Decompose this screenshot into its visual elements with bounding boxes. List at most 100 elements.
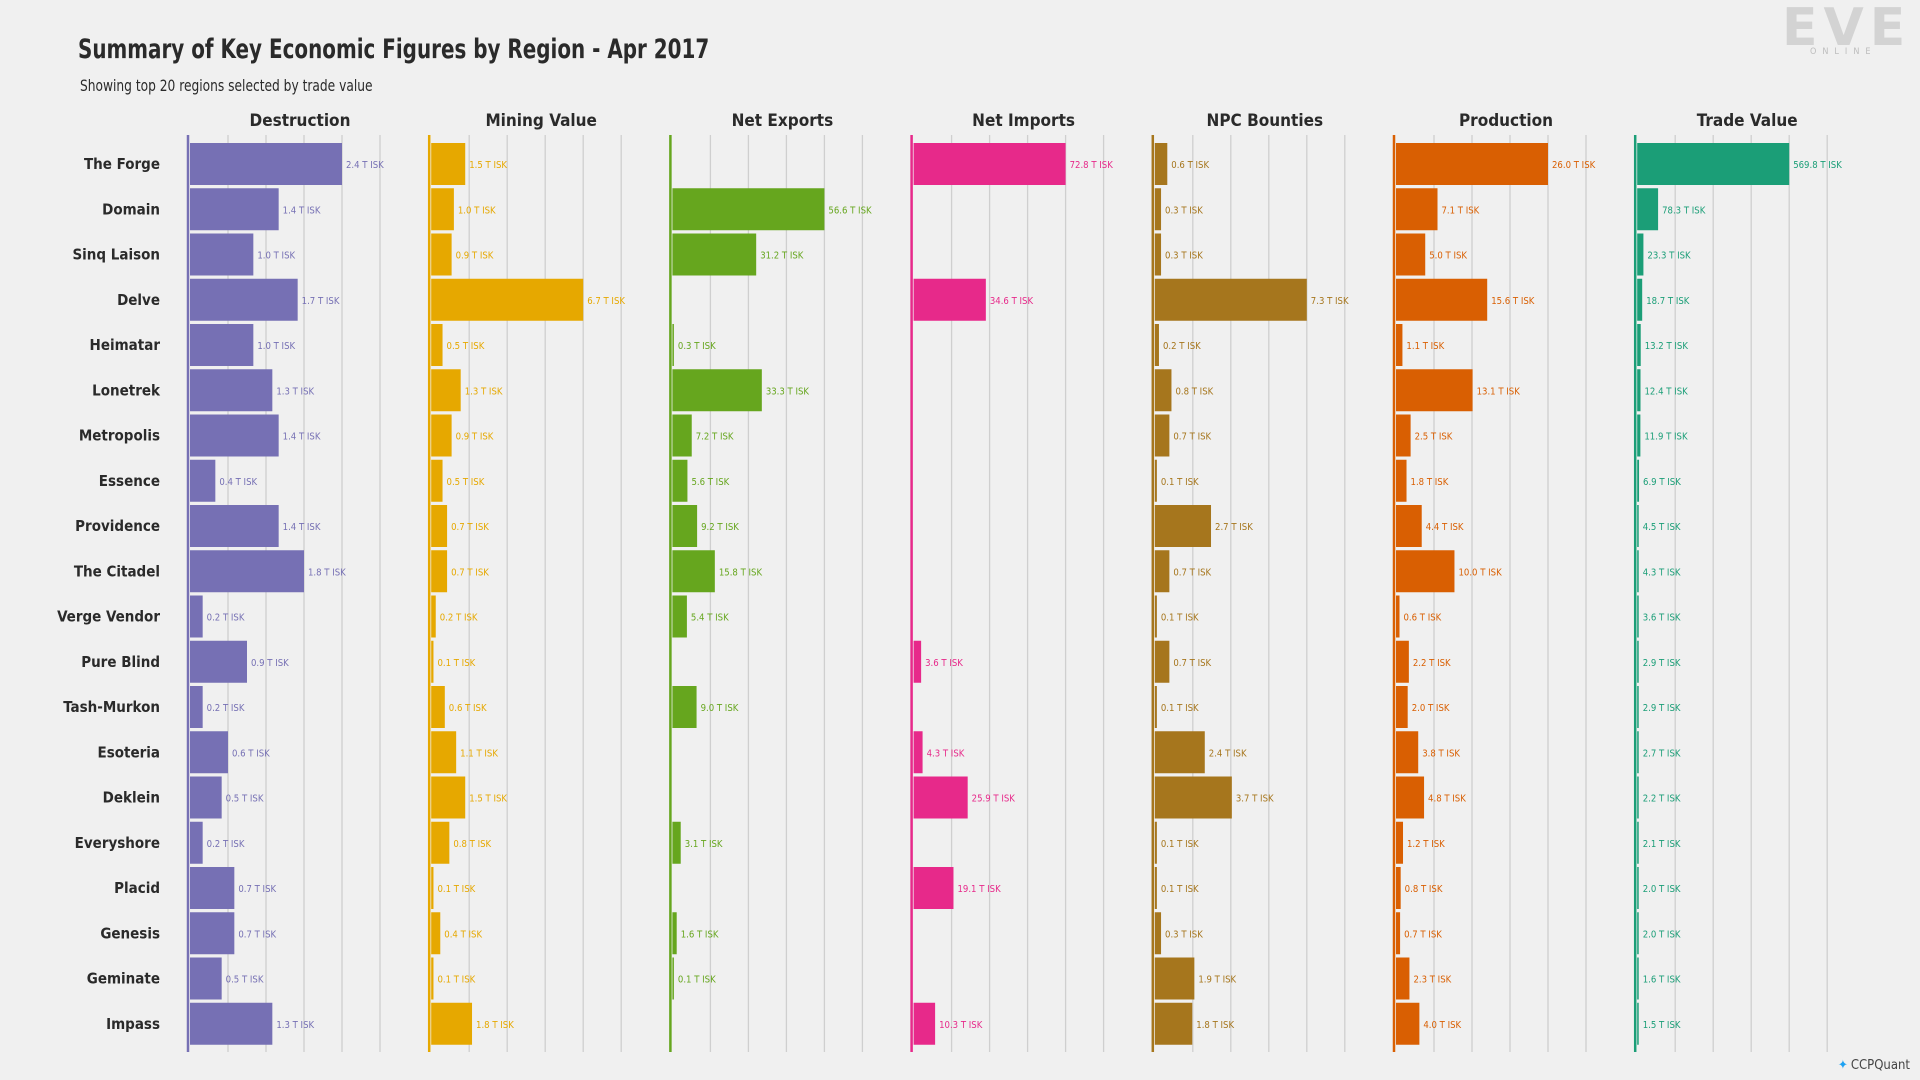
bar-mining-value-sinq-laison <box>431 233 452 276</box>
region-label-sinq-laison: Sinq Laison <box>72 246 160 264</box>
bar-trade-value-tash-murkon <box>1637 686 1639 728</box>
data-label-npc-bounties-the-forge: 0.6 T ISK <box>1171 160 1209 171</box>
data-label-production-providence: 4.4 T ISK <box>1426 522 1464 533</box>
data-label-npc-bounties-esoteria: 2.4 T ISK <box>1209 748 1247 759</box>
bar-npc-bounties-metropolis <box>1154 414 1170 457</box>
data-label-mining-value-deklein: 1.5 T ISK <box>469 794 507 805</box>
bar-npc-bounties-deklein <box>1154 776 1232 819</box>
data-label-production-deklein: 4.8 T ISK <box>1428 794 1466 805</box>
region-label-impass: Impass <box>106 1015 160 1033</box>
data-label-net-imports-the-forge: 72.8 T ISK <box>1070 160 1114 171</box>
data-label-trade-value-verge-vendor: 3.6 T ISK <box>1643 613 1681 624</box>
panel-title-npc-bounties: NPC Bounties <box>1207 111 1324 131</box>
data-label-npc-bounties-tash-murkon: 0.1 T ISK <box>1161 703 1199 714</box>
data-label-mining-value-pure-blind: 0.1 T ISK <box>437 658 475 669</box>
bar-mining-value-impass <box>431 1002 473 1045</box>
bar-trade-value-heimatar <box>1637 324 1641 366</box>
data-label-destruction-impass: 1.3 T ISK <box>276 1020 314 1031</box>
region-label-pure-blind: Pure Blind <box>81 653 160 671</box>
bar-mining-value-geminate <box>431 957 434 1000</box>
bar-production-lonetrek <box>1396 369 1473 412</box>
data-label-net-exports-domain: 56.6 T ISK <box>828 205 872 216</box>
bar-production-pure-blind <box>1396 640 1409 683</box>
data-label-production-placid: 0.8 T ISK <box>1405 884 1443 895</box>
data-label-trade-value-sinq-laison: 23.3 T ISK <box>1647 251 1691 262</box>
data-label-mining-value-impass: 1.8 T ISK <box>476 1020 514 1031</box>
data-label-trade-value-providence: 4.5 T ISK <box>1643 522 1681 533</box>
bar-destruction-heimatar <box>190 324 254 366</box>
region-label-the-citadel: The Citadel <box>74 562 160 580</box>
bar-net-exports-genesis <box>672 912 677 955</box>
bar-mining-value-genesis <box>431 912 441 955</box>
bar-trade-value-providence <box>1637 505 1639 547</box>
panel-title-net-imports: Net Imports <box>972 111 1075 131</box>
panel-title-mining-value: Mining Value <box>485 111 596 131</box>
data-label-destruction-essence: 0.4 T ISK <box>219 477 257 488</box>
bar-npc-bounties-providence <box>1154 505 1212 547</box>
data-label-destruction-the-forge: 2.4 T ISK <box>346 160 384 171</box>
data-label-npc-bounties-pure-blind: 0.7 T ISK <box>1173 658 1211 669</box>
bar-net-exports-sinq-laison <box>672 233 757 276</box>
bar-net-imports-impass <box>913 1002 936 1045</box>
data-label-destruction-placid: 0.7 T ISK <box>238 884 276 895</box>
data-label-production-delve: 15.6 T ISK <box>1491 296 1535 307</box>
bar-trade-value-verge-vendor <box>1637 595 1639 638</box>
panel-title-trade-value: Trade Value <box>1697 111 1798 131</box>
bar-production-esoteria <box>1396 731 1419 774</box>
bar-npc-bounties-genesis <box>1154 912 1162 955</box>
twitter-bird-icon: ✦ <box>1838 1058 1848 1073</box>
bar-npc-bounties-heimatar <box>1154 324 1159 366</box>
bar-net-imports-deklein <box>913 776 968 819</box>
data-label-destruction-metropolis: 1.4 T ISK <box>283 432 321 443</box>
data-label-net-imports-impass: 10.3 T ISK <box>939 1020 983 1031</box>
bar-production-metropolis <box>1396 414 1411 457</box>
bar-mining-value-lonetrek <box>431 369 461 412</box>
data-label-mining-value-tash-murkon: 0.6 T ISK <box>449 703 487 714</box>
data-label-npc-bounties-sinq-laison: 0.3 T ISK <box>1165 251 1203 262</box>
data-label-destruction-tash-murkon: 0.2 T ISK <box>207 703 245 714</box>
bar-mining-value-domain <box>431 188 454 231</box>
data-label-mining-value-heimatar: 0.5 T ISK <box>447 341 485 352</box>
eve-online-logo: EVE ONLINE <box>1780 0 1920 60</box>
data-label-net-exports-lonetrek: 33.3 T ISK <box>766 386 810 397</box>
bar-npc-bounties-everyshore <box>1154 821 1157 864</box>
bar-destruction-metropolis <box>190 414 279 457</box>
data-label-trade-value-everyshore: 2.1 T ISK <box>1643 839 1681 850</box>
bar-npc-bounties-verge-vendor <box>1154 595 1157 638</box>
bar-mining-value-essence <box>431 459 443 502</box>
bar-destruction-pure-blind <box>190 640 247 683</box>
bar-destruction-sinq-laison <box>190 233 254 276</box>
data-label-production-impass: 4.0 T ISK <box>1423 1020 1461 1031</box>
data-label-net-exports-heimatar: 0.3 T ISK <box>678 341 716 352</box>
bar-production-verge-vendor <box>1396 595 1400 638</box>
data-label-npc-bounties-essence: 0.1 T ISK <box>1161 477 1199 488</box>
bar-production-sinq-laison <box>1396 233 1426 276</box>
bar-net-imports-pure-blind <box>913 640 922 683</box>
data-label-trade-value-the-forge: 569.8 T ISK <box>1793 160 1842 171</box>
bar-mining-value-the-forge <box>431 143 466 185</box>
data-label-trade-value-tash-murkon: 2.9 T ISK <box>1643 703 1681 714</box>
data-label-trade-value-heimatar: 13.2 T ISK <box>1645 341 1689 352</box>
bar-npc-bounties-essence <box>1154 459 1157 502</box>
bar-destruction-lonetrek <box>190 369 273 412</box>
data-label-npc-bounties-everyshore: 0.1 T ISK <box>1161 839 1199 850</box>
data-label-net-exports-genesis: 1.6 T ISK <box>681 929 719 940</box>
bar-production-geminate <box>1396 957 1410 1000</box>
bar-destruction-delve <box>190 278 298 321</box>
bar-mining-value-pure-blind <box>431 640 434 683</box>
bar-destruction-esoteria <box>190 731 228 774</box>
data-label-production-tash-murkon: 2.0 T ISK <box>1412 703 1450 714</box>
bar-mining-value-everyshore <box>431 821 450 864</box>
bar-npc-bounties-sinq-laison <box>1154 233 1162 276</box>
data-label-trade-value-lonetrek: 12.4 T ISK <box>1645 386 1689 397</box>
region-label-verge-vendor: Verge Vendor <box>57 608 160 626</box>
twitter-credit: ✦ CCPQuant <box>1838 1058 1910 1073</box>
data-label-production-geminate: 2.3 T ISK <box>1413 975 1451 986</box>
data-label-trade-value-esoteria: 2.7 T ISK <box>1643 748 1681 759</box>
bar-net-exports-providence <box>672 505 698 547</box>
data-label-production-esoteria: 3.8 T ISK <box>1422 748 1460 759</box>
data-label-net-imports-placid: 19.1 T ISK <box>957 884 1001 895</box>
bar-trade-value-deklein <box>1637 776 1639 819</box>
region-label-heimatar: Heimatar <box>90 336 161 354</box>
region-label-delve: Delve <box>117 291 160 309</box>
